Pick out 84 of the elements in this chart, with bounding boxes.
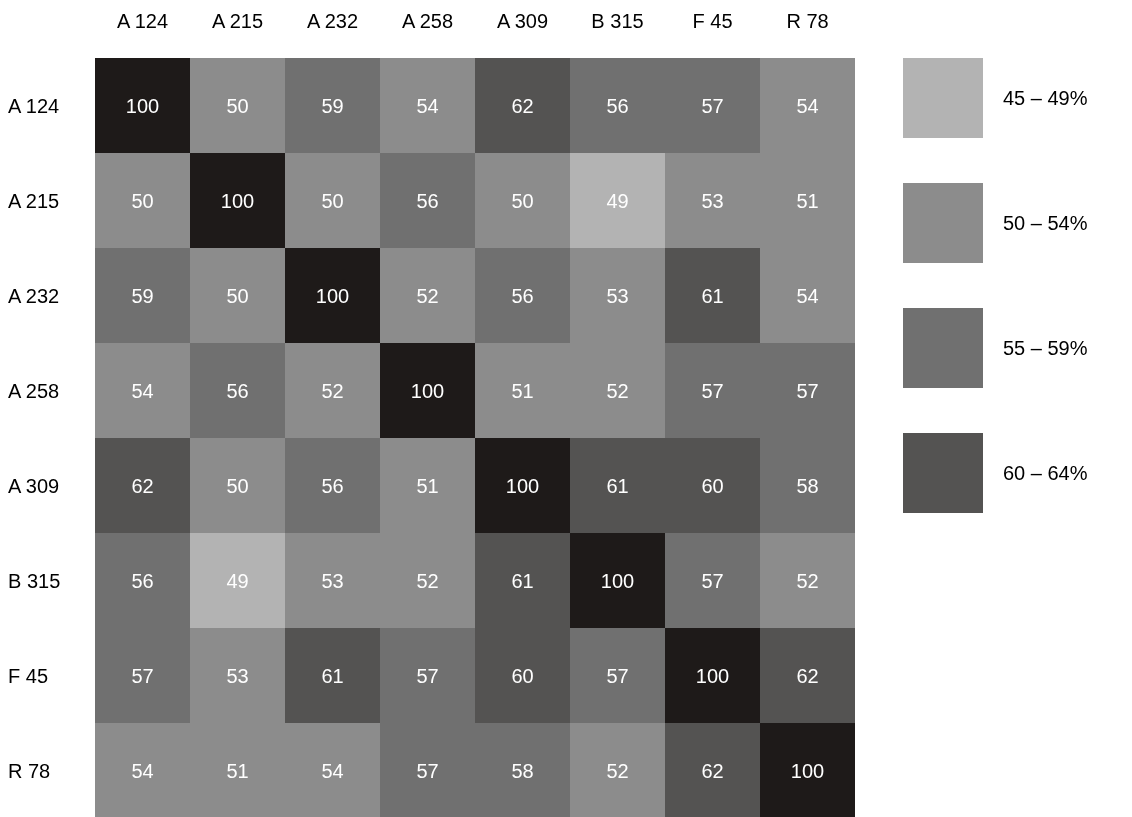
data-label: 56	[416, 189, 439, 212]
data-label: 50	[226, 474, 249, 497]
y-tick-label: F 45	[8, 664, 49, 687]
data-label: 61	[701, 284, 724, 307]
data-label: 57	[416, 759, 439, 782]
data-label: 100	[600, 569, 635, 592]
data-label: 58	[511, 759, 534, 782]
data-label: 49	[606, 189, 629, 212]
data-label: 49	[226, 569, 249, 592]
data-label: 57	[701, 569, 724, 592]
x-tick-label: A 232	[306, 10, 359, 32]
y-tick-label: A 215	[8, 189, 60, 212]
data-label: 54	[131, 379, 154, 402]
data-label: 100	[220, 189, 255, 212]
data-label: 52	[416, 284, 439, 307]
data-label: 56	[511, 284, 534, 307]
data-label: 50	[226, 284, 249, 307]
data-label: 54	[416, 94, 439, 117]
data-label: 57	[701, 379, 724, 402]
data-label: 50	[511, 189, 534, 212]
data-label: 52	[606, 379, 629, 402]
data-label: 62	[701, 759, 724, 782]
data-label: 51	[796, 189, 819, 212]
data-label: 56	[131, 569, 154, 592]
data-label: 100	[125, 94, 160, 117]
data-label: 53	[226, 664, 249, 687]
data-label: 51	[416, 474, 439, 497]
data-label: 61	[511, 569, 534, 592]
y-tick-label: A 258	[8, 379, 60, 402]
x-tick-label: A 309	[496, 10, 549, 32]
data-label: 54	[796, 284, 819, 307]
x-tick-label: A 124	[116, 10, 169, 32]
y-tick-label: R 78	[8, 759, 51, 782]
data-label: 59	[131, 284, 154, 307]
data-label: 51	[226, 759, 249, 782]
x-tick-label: A 215	[211, 10, 264, 32]
data-label: 100	[315, 284, 350, 307]
data-label: 54	[796, 94, 819, 117]
data-label: 100	[410, 379, 445, 402]
data-label: 52	[416, 569, 439, 592]
data-label: 59	[321, 94, 344, 117]
data-label: 60	[701, 474, 724, 497]
x-tick-label: B 315	[591, 10, 644, 32]
data-label: 54	[131, 759, 154, 782]
data-label: 52	[321, 379, 344, 402]
data-label: 57	[416, 664, 439, 687]
data-label: 58	[796, 474, 819, 497]
data-label: 61	[606, 474, 629, 497]
x-tick-label: A 258	[401, 10, 454, 32]
data-label: 62	[511, 94, 534, 117]
data-label: 60	[511, 664, 534, 687]
text: 45 – 49%	[1003, 87, 1088, 109]
data-label: 54	[321, 759, 344, 782]
y-tick-label: A 232	[8, 284, 60, 307]
y-tick-label: B 315	[8, 569, 61, 592]
x-tick-label: R 78	[786, 10, 829, 32]
data-label: 56	[226, 379, 249, 402]
data-label: 62	[131, 474, 154, 497]
data-label: 56	[606, 94, 629, 117]
data-label: 57	[131, 664, 154, 687]
data-label: 53	[321, 569, 344, 592]
data-label: 53	[701, 189, 724, 212]
y-tick-label: A 309	[8, 474, 60, 497]
data-label: 56	[321, 474, 344, 497]
data-label: 57	[796, 379, 819, 402]
text: 55 – 59%	[1003, 337, 1088, 359]
x-tick-label: F 45	[692, 10, 733, 32]
data-label: 57	[701, 94, 724, 117]
data-label: 52	[606, 759, 629, 782]
data-label: 61	[321, 664, 344, 687]
y-tick-label: A 124	[8, 94, 60, 117]
text: 60 – 64%	[1003, 462, 1088, 484]
data-label: 51	[511, 379, 534, 402]
data-label: 100	[695, 664, 730, 687]
data-label: 52	[796, 569, 819, 592]
data-label: 53	[606, 284, 629, 307]
data-label: 50	[131, 189, 154, 212]
data-label: 57	[606, 664, 629, 687]
data-label: 50	[321, 189, 344, 212]
text: 50 – 54%	[1003, 212, 1088, 234]
data-label: 100	[790, 759, 825, 782]
data-label: 50	[226, 94, 249, 117]
data-label: 62	[796, 664, 819, 687]
data-label: 100	[505, 474, 540, 497]
